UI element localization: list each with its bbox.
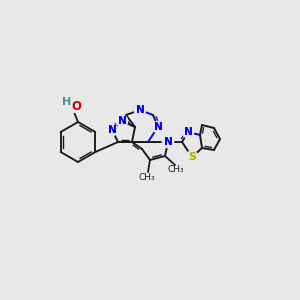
Text: N: N bbox=[118, 116, 126, 126]
Text: N: N bbox=[108, 125, 116, 135]
Circle shape bbox=[134, 104, 146, 116]
Circle shape bbox=[116, 116, 128, 127]
Text: N: N bbox=[164, 137, 172, 147]
Text: N: N bbox=[136, 105, 144, 115]
Circle shape bbox=[182, 127, 194, 137]
Circle shape bbox=[163, 136, 173, 148]
Text: CH₃: CH₃ bbox=[139, 172, 155, 182]
Circle shape bbox=[106, 124, 118, 136]
Text: N: N bbox=[164, 137, 172, 147]
Circle shape bbox=[152, 122, 164, 133]
Text: O: O bbox=[71, 100, 81, 112]
Circle shape bbox=[186, 151, 198, 163]
Text: S: S bbox=[188, 152, 196, 162]
Text: N: N bbox=[136, 105, 144, 115]
Circle shape bbox=[187, 152, 197, 163]
Circle shape bbox=[116, 116, 128, 127]
Text: N: N bbox=[108, 125, 116, 135]
Text: CH₃: CH₃ bbox=[168, 166, 184, 175]
Text: N: N bbox=[154, 122, 162, 132]
Text: N: N bbox=[184, 127, 192, 137]
Text: O: O bbox=[71, 100, 81, 112]
Text: N: N bbox=[154, 122, 162, 132]
Text: S: S bbox=[188, 152, 196, 162]
Text: H: H bbox=[62, 97, 72, 107]
Circle shape bbox=[106, 124, 118, 136]
Circle shape bbox=[182, 127, 194, 137]
Circle shape bbox=[152, 122, 164, 133]
Text: N: N bbox=[118, 116, 126, 126]
Text: N: N bbox=[184, 127, 192, 137]
Text: H: H bbox=[62, 97, 72, 107]
Circle shape bbox=[134, 104, 146, 116]
Circle shape bbox=[163, 136, 173, 148]
